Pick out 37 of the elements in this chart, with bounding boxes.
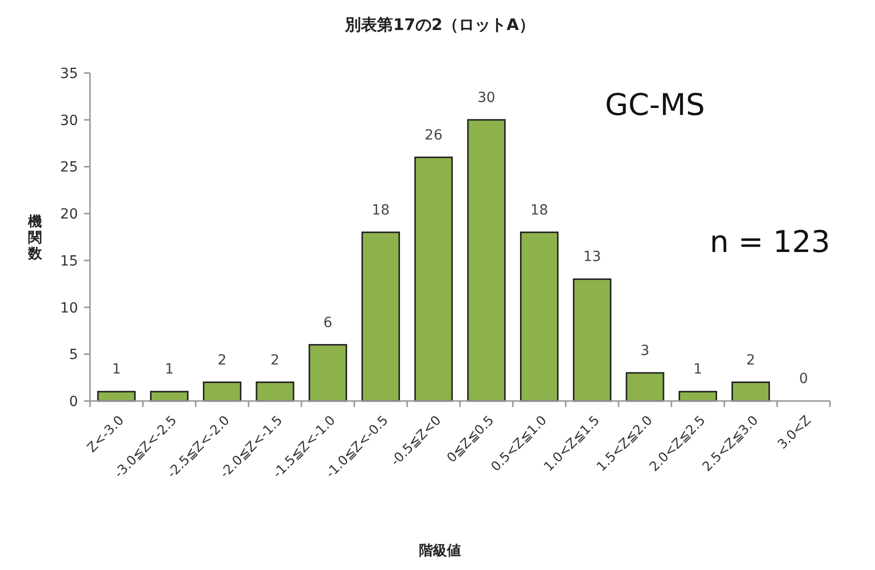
y-tick-label: 10	[60, 300, 78, 316]
bar	[361, 232, 400, 402]
x-axis-title: 階級値	[419, 543, 461, 559]
bar	[572, 278, 612, 402]
data-label: 2	[746, 352, 756, 368]
annotation: GC-MS	[605, 88, 705, 123]
y-tick-label: 5	[69, 347, 78, 364]
data-label: 30	[478, 90, 496, 106]
data-label: 18	[530, 202, 548, 218]
y-tick-label: 30	[60, 112, 78, 129]
data-label: 1	[693, 362, 702, 378]
bar	[520, 232, 559, 402]
data-label: 6	[323, 314, 332, 331]
bar	[202, 382, 242, 402]
y-tick-label: 15	[60, 253, 78, 270]
bar	[731, 382, 770, 402]
chart-title: 別表第17の2（ロットA）	[344, 15, 535, 34]
y-tick-label: 25	[60, 160, 78, 176]
bar	[256, 382, 294, 402]
bar	[467, 119, 506, 402]
y-tick-label: 35	[60, 66, 78, 82]
annotation: n = 123	[710, 225, 830, 260]
data-label: 2	[218, 352, 227, 368]
bar	[414, 156, 453, 402]
bar	[626, 372, 664, 402]
y-tick-label: 20	[60, 206, 78, 223]
data-label: 0	[799, 371, 808, 387]
bar	[308, 344, 348, 402]
data-label: 1	[112, 362, 121, 378]
data-label: 1	[164, 362, 174, 378]
data-label: 26	[424, 127, 443, 144]
data-label: 2	[270, 352, 280, 368]
y-axis-title: 機関数	[27, 214, 43, 262]
data-label: 18	[372, 202, 390, 218]
data-label: 13	[583, 249, 602, 266]
y-tick-label: 0	[69, 394, 78, 410]
data-label: 3	[640, 342, 650, 359]
